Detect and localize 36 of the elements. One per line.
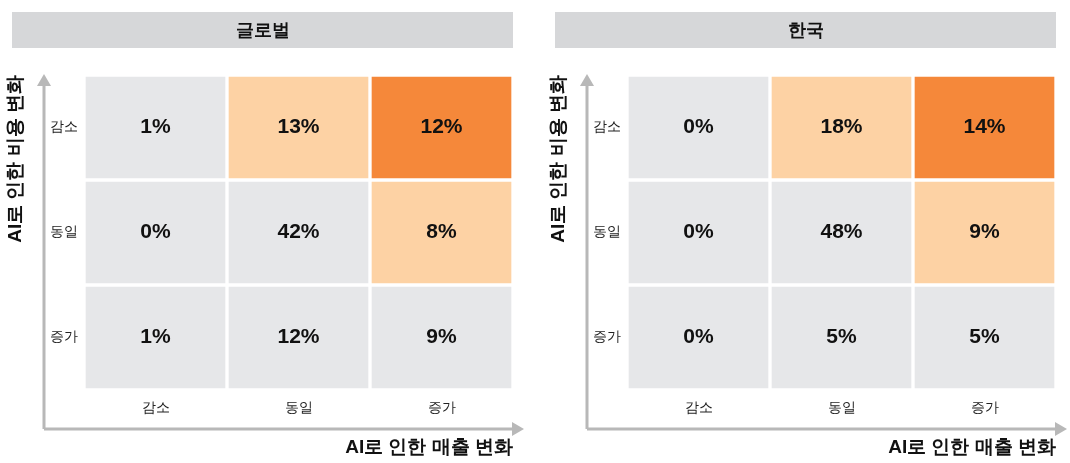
data-label: 0% xyxy=(140,219,171,243)
x-tick-label: 감소 xyxy=(141,399,170,416)
y-tick-label: 동일 xyxy=(50,223,78,240)
chart-title: 한국 xyxy=(555,12,1056,48)
x-axis-title: AI로 인한 매출 변화 xyxy=(345,435,513,457)
y-axis-title: AI로 인한 비용 변화 xyxy=(546,75,568,243)
data-label: 0% xyxy=(683,219,714,243)
data-label: 9% xyxy=(969,219,1000,243)
y-tick-label: 감소 xyxy=(593,118,621,135)
x-tick-label: 동일 xyxy=(827,399,856,416)
x-tick-label: 감소 xyxy=(684,399,713,416)
y-tick-label: 증가 xyxy=(593,328,621,345)
data-label: 8% xyxy=(426,219,457,243)
x-tick-label: 증가 xyxy=(970,399,999,416)
y-tick-label: 동일 xyxy=(593,223,621,240)
y-tick-label: 감소 xyxy=(50,118,78,135)
data-label: 48% xyxy=(820,219,863,243)
data-label: 42% xyxy=(277,219,320,243)
data-label: 5% xyxy=(826,324,857,348)
data-label: 5% xyxy=(969,324,1000,348)
data-label: 14% xyxy=(963,114,1006,138)
x-axis-title: AI로 인한 매출 변화 xyxy=(888,435,1056,457)
chart-title: 글로벌 xyxy=(12,12,513,48)
x-tick-label: 동일 xyxy=(284,399,313,416)
data-label: 1% xyxy=(140,114,171,138)
y-tick-label: 증가 xyxy=(50,328,78,345)
data-label: 0% xyxy=(683,114,714,138)
data-label: 18% xyxy=(820,114,863,138)
data-label: 9% xyxy=(426,324,457,348)
data-label: 13% xyxy=(277,114,320,138)
x-tick-label: 증가 xyxy=(427,399,456,416)
data-label: 12% xyxy=(277,324,320,348)
y-axis-title: AI로 인한 비용 변화 xyxy=(3,75,25,243)
data-label: 1% xyxy=(140,324,171,348)
data-label: 0% xyxy=(683,324,714,348)
data-label: 12% xyxy=(420,114,463,138)
